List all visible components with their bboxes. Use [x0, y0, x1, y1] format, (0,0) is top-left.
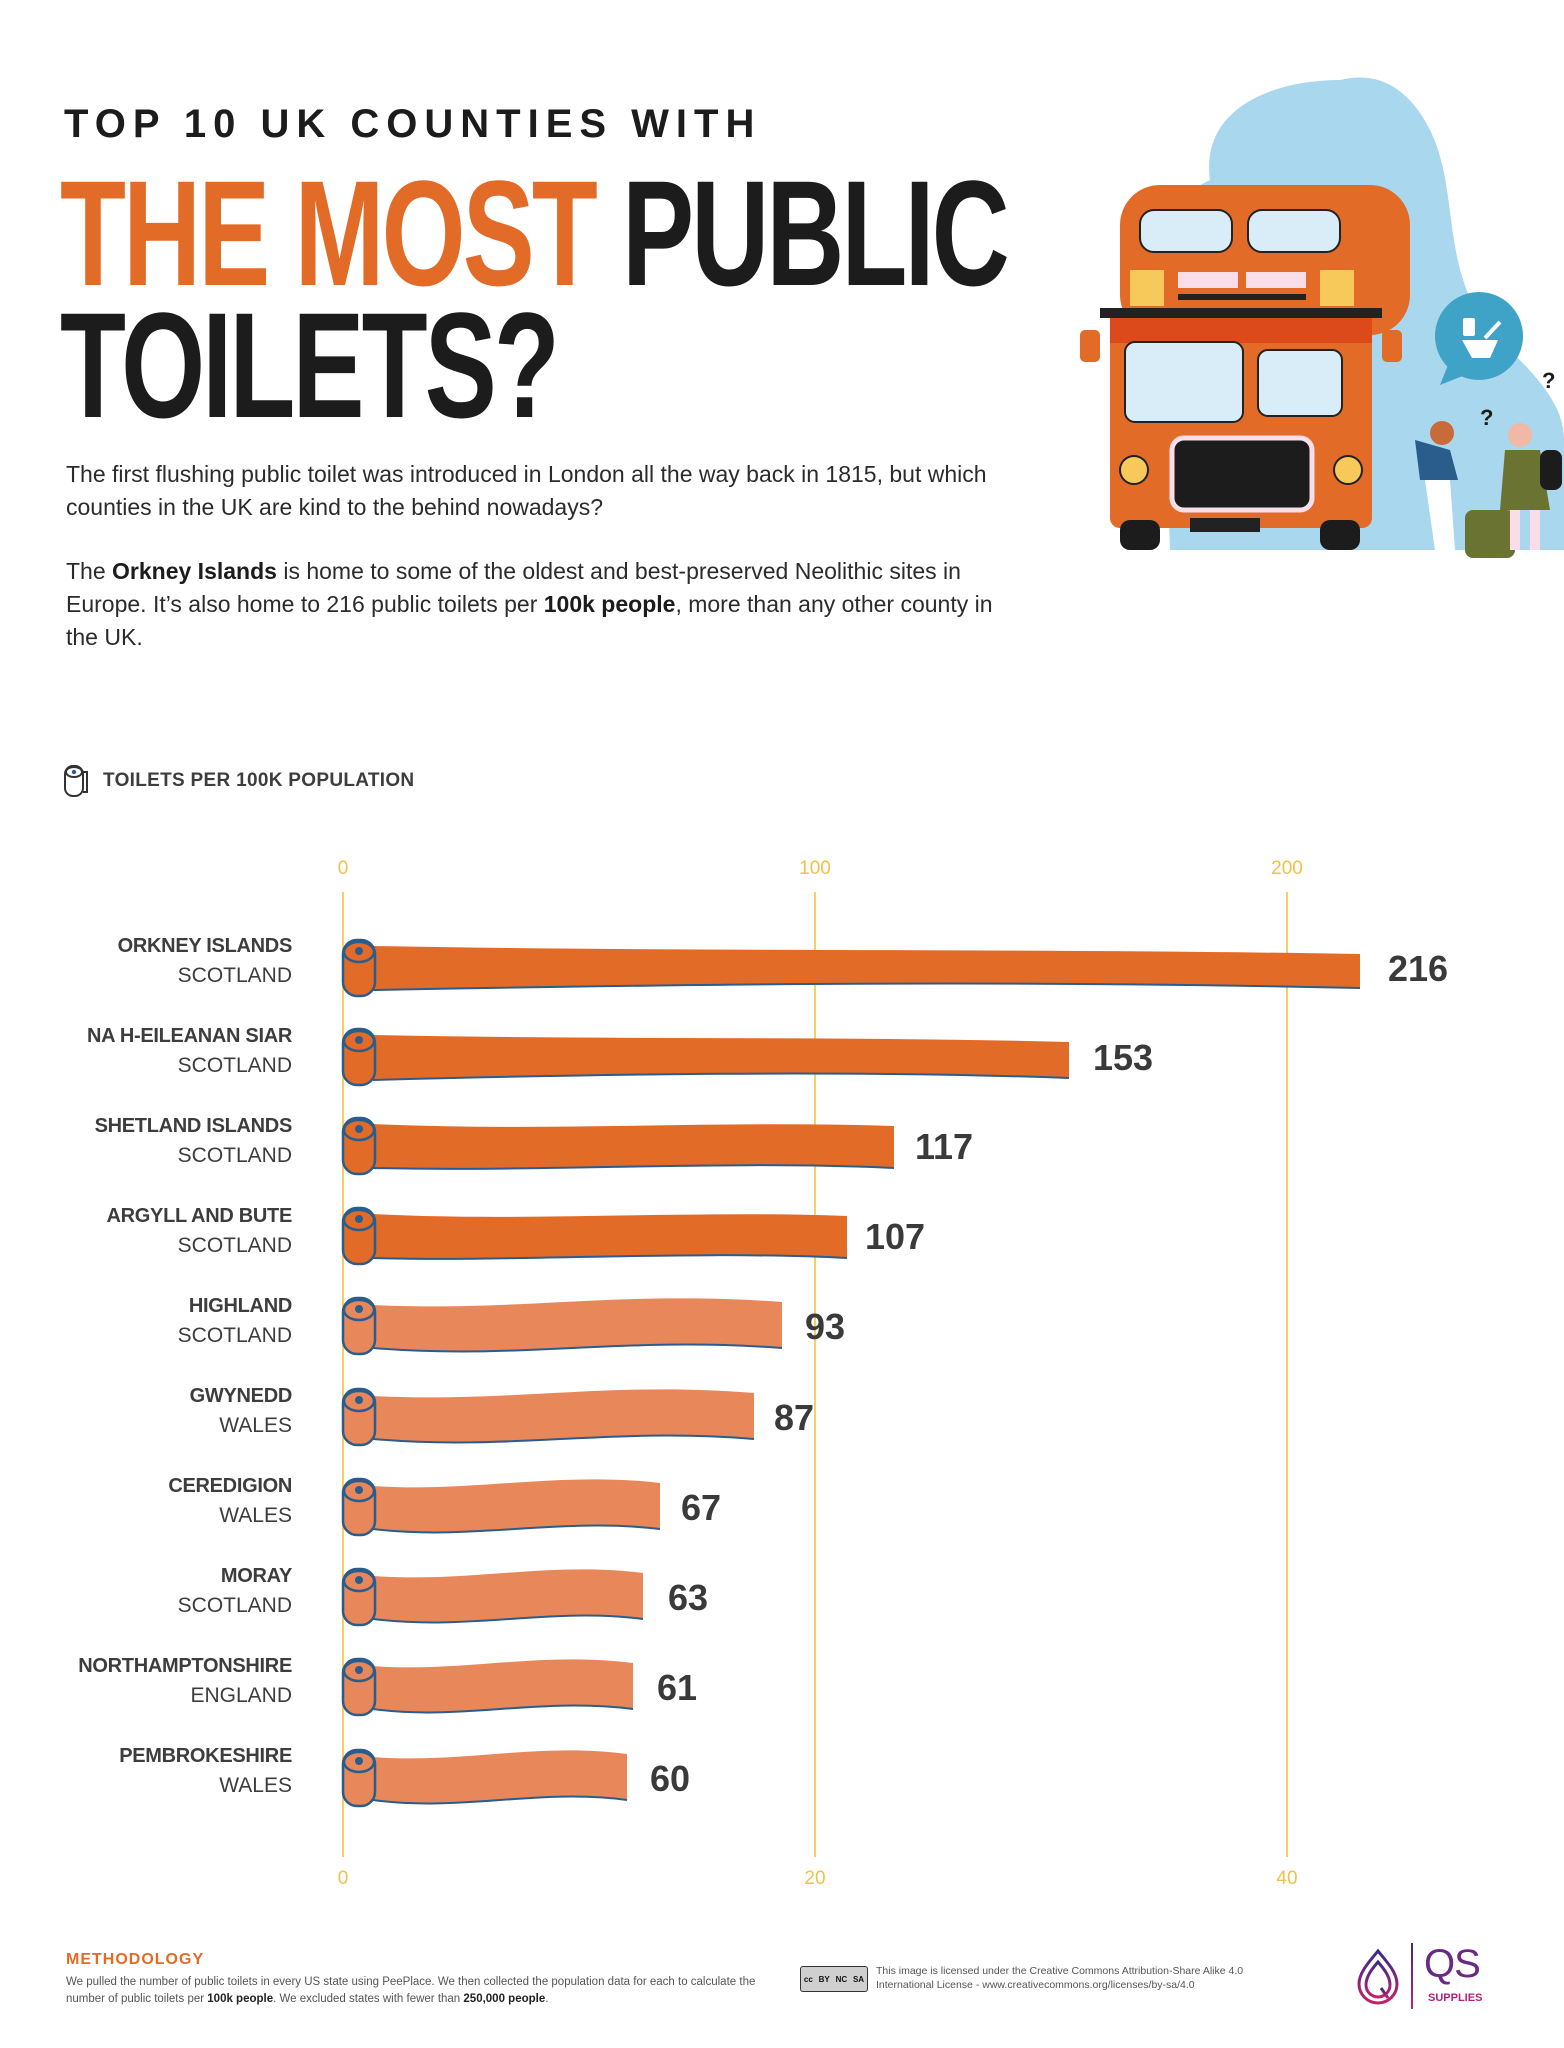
license-line-2[interactable]: International License - www.creativecomm…	[876, 1979, 1195, 1991]
intro-text: The	[66, 558, 113, 584]
methodology-bold: 100k people	[207, 1993, 274, 2005]
bar-value: 93	[805, 1306, 846, 1347]
toilet-icon	[1463, 318, 1475, 336]
bar-value: 87	[774, 1397, 815, 1438]
row-county-name: NA H-EILEANAN SIAR	[87, 1025, 292, 1047]
methodology-bold: 250,000 people	[463, 1993, 546, 2005]
top-axis-tick: 200	[1271, 858, 1303, 879]
license-text: This image is licensed under the Creativ…	[876, 1964, 1296, 1992]
bar-highland	[341, 1296, 783, 1356]
bar-value: 216	[1388, 948, 1449, 989]
question-mark: ?	[1480, 405, 1493, 430]
intro-bold-orkney: Orkney Islands	[112, 558, 277, 584]
row-country: SCOTLAND	[177, 1144, 292, 1167]
brand-logo-subtext: SUPPLIES	[1428, 1992, 1483, 2004]
methodology-text-part: .	[545, 1993, 549, 2005]
row-country: SCOTLAND	[177, 1234, 292, 1257]
intro-bold-100k: 100k people	[543, 591, 676, 617]
intro-text: is home to some of the oldest and best-p…	[66, 558, 961, 617]
legend-label: TOILETS PER 100K POPULATION	[103, 770, 415, 791]
row-country: WALES	[219, 1774, 292, 1797]
bottom-axis-tick: 0	[337, 1868, 349, 1889]
bar-pembrokeshire	[341, 1748, 628, 1808]
nc-icon: NC	[835, 1974, 848, 1984]
intro-text: , more than any other county in the UK.	[66, 591, 993, 650]
row-county-name: SHETLAND ISLANDS	[94, 1115, 293, 1137]
bus-icon	[1080, 185, 1410, 550]
brand-logo-text: QS	[1424, 1942, 1481, 1986]
row-country: WALES	[219, 1504, 292, 1527]
kicker-title: TOP 10 UK COUNTIES WITH	[64, 102, 762, 146]
toilet-paper-roll-icon	[64, 765, 88, 797]
traveler-woman-2	[1500, 423, 1562, 550]
methodology-text-part: We pulled the number of public toilets i…	[66, 1976, 756, 2005]
headline-line-1: THE MOST PUBLIC	[60, 158, 1010, 308]
row-county-name: PEMBROKESHIRE	[119, 1745, 292, 1767]
question-mark: ?	[1542, 368, 1555, 393]
top-axis-tick: 0	[337, 858, 349, 879]
sa-icon: SA	[852, 1974, 865, 1984]
chart-legend: TOILETS PER 100K POPULATION	[63, 764, 414, 798]
bar-northamptonshire	[341, 1657, 634, 1717]
row-county-name: GWYNEDD	[189, 1385, 293, 1407]
gridline	[814, 892, 816, 1857]
methodology-text: We pulled the number of public toilets i…	[66, 1974, 766, 2008]
bottom-axis-tick: 40	[1276, 1868, 1298, 1889]
row-county-name: ARGYLL AND BUTE	[106, 1205, 292, 1227]
row-county-name: MORAY	[220, 1565, 292, 1587]
row-country: ENGLAND	[190, 1684, 292, 1707]
speech-bubble	[1435, 292, 1523, 385]
by-icon: BY	[818, 1974, 830, 1984]
row-county-name: NORTHAMPTONSHIRE	[78, 1655, 292, 1677]
cc-license-badge[interactable]: cc BY NC SA	[800, 1966, 868, 1992]
row-county-name: CEREDIGION	[168, 1475, 292, 1497]
bar-value: 67	[681, 1487, 722, 1528]
bar-na-h-eileanan-siar	[341, 1027, 1070, 1087]
row-county-name: HIGHLAND	[188, 1295, 292, 1317]
bar-value: 61	[657, 1667, 698, 1708]
headline-rest: PUBLIC	[622, 149, 1010, 317]
bar-shetland-islands	[341, 1116, 895, 1176]
gridline	[1286, 892, 1288, 1857]
row-country: SCOTLAND	[177, 964, 292, 987]
traveler-woman-1	[1415, 421, 1515, 558]
bar-argyll-and-bute	[341, 1206, 848, 1266]
headline-line-2: TOILETS?	[60, 281, 560, 449]
intro-paragraph-1: The first flushing public toilet was int…	[66, 461, 987, 520]
methodology-text-part: . We excluded states with fewer than	[273, 1993, 464, 2005]
bar-gwynedd	[341, 1387, 755, 1447]
row-country: SCOTLAND	[177, 1594, 292, 1617]
intro-paragraph-2: The Orkney Islands is home to some of th…	[66, 555, 1026, 654]
headline-accent: THE MOST	[60, 149, 598, 317]
bar-value: 63	[668, 1577, 709, 1618]
methodology-title: METHODOLOGY	[66, 1951, 205, 1968]
row-country: SCOTLAND	[177, 1324, 292, 1347]
row-county-name: ORKNEY ISLANDS	[117, 935, 293, 957]
cc-icon: cc	[803, 1974, 813, 1984]
bar-value: 60	[650, 1758, 691, 1799]
bar-ceredigion	[341, 1477, 661, 1537]
row-country: SCOTLAND	[177, 1054, 292, 1077]
gridline	[342, 892, 344, 1857]
row-country: WALES	[219, 1414, 292, 1437]
bar-value: 117	[915, 1126, 974, 1167]
bottom-axis-tick: 20	[804, 1868, 826, 1889]
bar-moray	[341, 1567, 644, 1627]
top-axis-tick: 100	[799, 858, 831, 879]
bar-orkney-islands	[341, 938, 1361, 998]
qs-drop-logo-icon	[1357, 1948, 1399, 2005]
bus-illustration: ? ?	[1080, 77, 1564, 558]
logo-divider	[1411, 1943, 1413, 2009]
bar-value: 107	[865, 1216, 926, 1257]
license-line-1: This image is licensed under the Creativ…	[876, 1965, 1244, 1977]
bar-value: 153	[1093, 1037, 1154, 1078]
